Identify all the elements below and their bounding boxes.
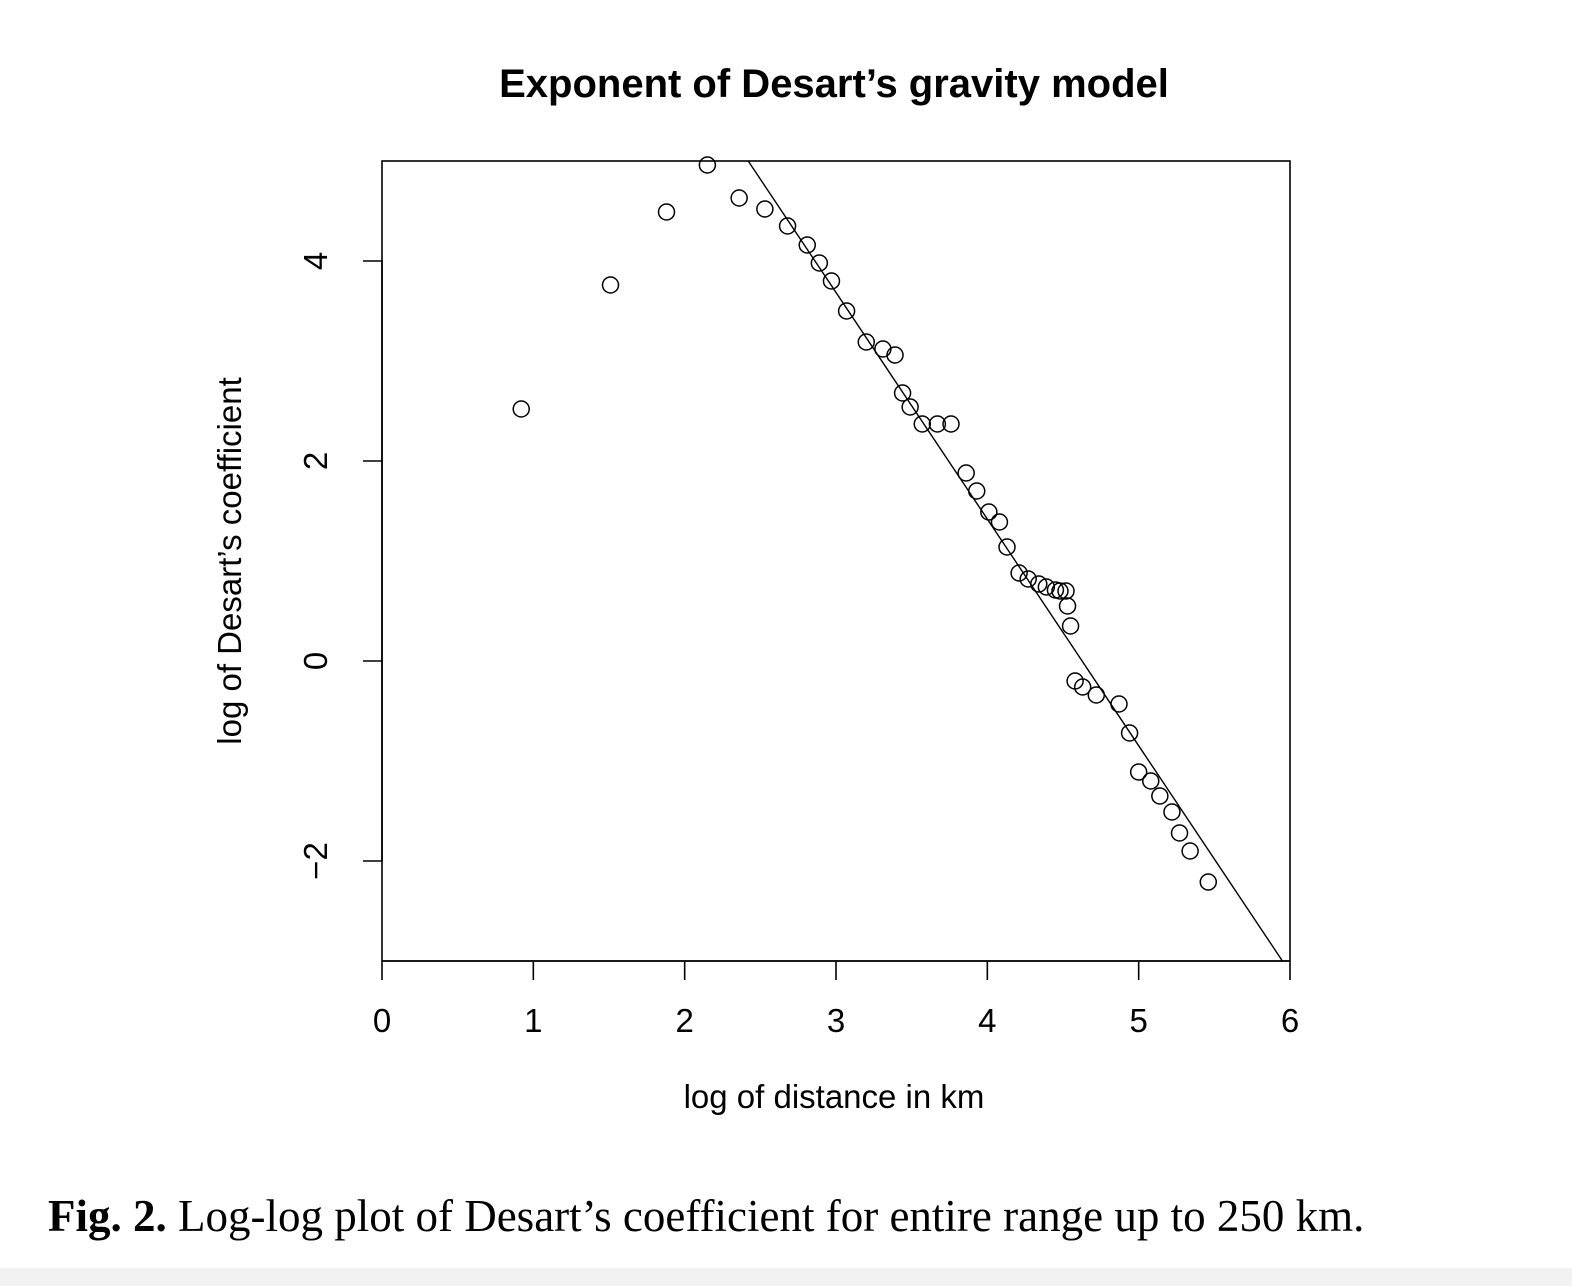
x-tick-label: 5 xyxy=(1129,1002,1147,1039)
data-point xyxy=(822,272,841,290)
data-point xyxy=(874,340,892,358)
x-axis: 0 1 2 3 4 5 6 xyxy=(373,960,1299,1039)
y-axis: −2 0 2 4 xyxy=(297,252,383,880)
data-point xyxy=(1087,686,1106,704)
x-tick-label: 4 xyxy=(978,1002,996,1039)
bottom-scroll-band xyxy=(0,1268,1572,1286)
chart-title: Exponent of Desart’s gravity model xyxy=(499,62,1169,106)
data-point xyxy=(1061,617,1080,635)
data-point xyxy=(913,415,932,433)
plot-frame xyxy=(381,160,1291,962)
y-tick-label: −2 xyxy=(297,842,334,880)
data-point xyxy=(1073,678,1092,696)
data-point xyxy=(1051,582,1069,600)
x-tick-label: 2 xyxy=(675,1002,693,1039)
data-point xyxy=(756,200,774,218)
data-points-layer xyxy=(512,156,1218,891)
data-point xyxy=(1010,564,1028,582)
data-point xyxy=(1129,763,1148,781)
data-point xyxy=(1110,695,1128,713)
data-point xyxy=(698,156,717,174)
x-axis-label: log of distance in km xyxy=(684,1078,985,1115)
data-point xyxy=(893,384,912,402)
data-point xyxy=(980,503,998,521)
data-point xyxy=(1058,597,1077,615)
data-point xyxy=(837,302,856,320)
data-point xyxy=(942,415,960,433)
data-point xyxy=(778,217,797,235)
y-axis-label: log of Desart’s coefficient xyxy=(211,377,248,744)
caption-text: Log-log plot of Desart’s coefficient for… xyxy=(166,1191,1365,1241)
data-point xyxy=(810,254,829,272)
data-point xyxy=(1030,575,1048,593)
fit-line xyxy=(747,160,1284,962)
x-tick-label: 6 xyxy=(1281,1002,1299,1039)
data-point xyxy=(798,236,816,254)
y-tick-label: 4 xyxy=(297,252,334,270)
data-point xyxy=(857,333,876,351)
data-point xyxy=(901,398,919,416)
data-point xyxy=(1019,570,1037,588)
data-point xyxy=(657,203,676,221)
fit-line-layer xyxy=(747,160,1284,962)
data-point xyxy=(1163,803,1181,821)
data-point xyxy=(1120,724,1139,742)
data-point xyxy=(512,400,530,418)
data-point xyxy=(1151,787,1169,805)
x-tick-label: 1 xyxy=(524,1002,542,1039)
data-point xyxy=(601,276,620,294)
data-point xyxy=(1170,824,1189,842)
data-point xyxy=(967,482,986,500)
data-point xyxy=(928,415,947,433)
y-tick-label: 0 xyxy=(297,652,334,670)
data-point xyxy=(1057,582,1075,600)
data-point xyxy=(990,513,1009,531)
data-point xyxy=(1142,772,1160,790)
data-point xyxy=(886,346,904,364)
x-tick-label: 0 xyxy=(373,1002,391,1039)
caption-label: Fig. 2. xyxy=(48,1191,167,1241)
data-point xyxy=(1037,578,1056,596)
data-point xyxy=(957,464,975,482)
data-point xyxy=(1199,873,1218,891)
data-point xyxy=(1181,842,1199,860)
data-point xyxy=(730,189,748,207)
data-point xyxy=(998,538,1016,556)
x-tick-label: 3 xyxy=(827,1002,845,1039)
figure-caption: Fig. 2. Log-log plot of Desart’s coeffic… xyxy=(48,1190,1548,1242)
y-tick-label: 2 xyxy=(297,452,334,470)
